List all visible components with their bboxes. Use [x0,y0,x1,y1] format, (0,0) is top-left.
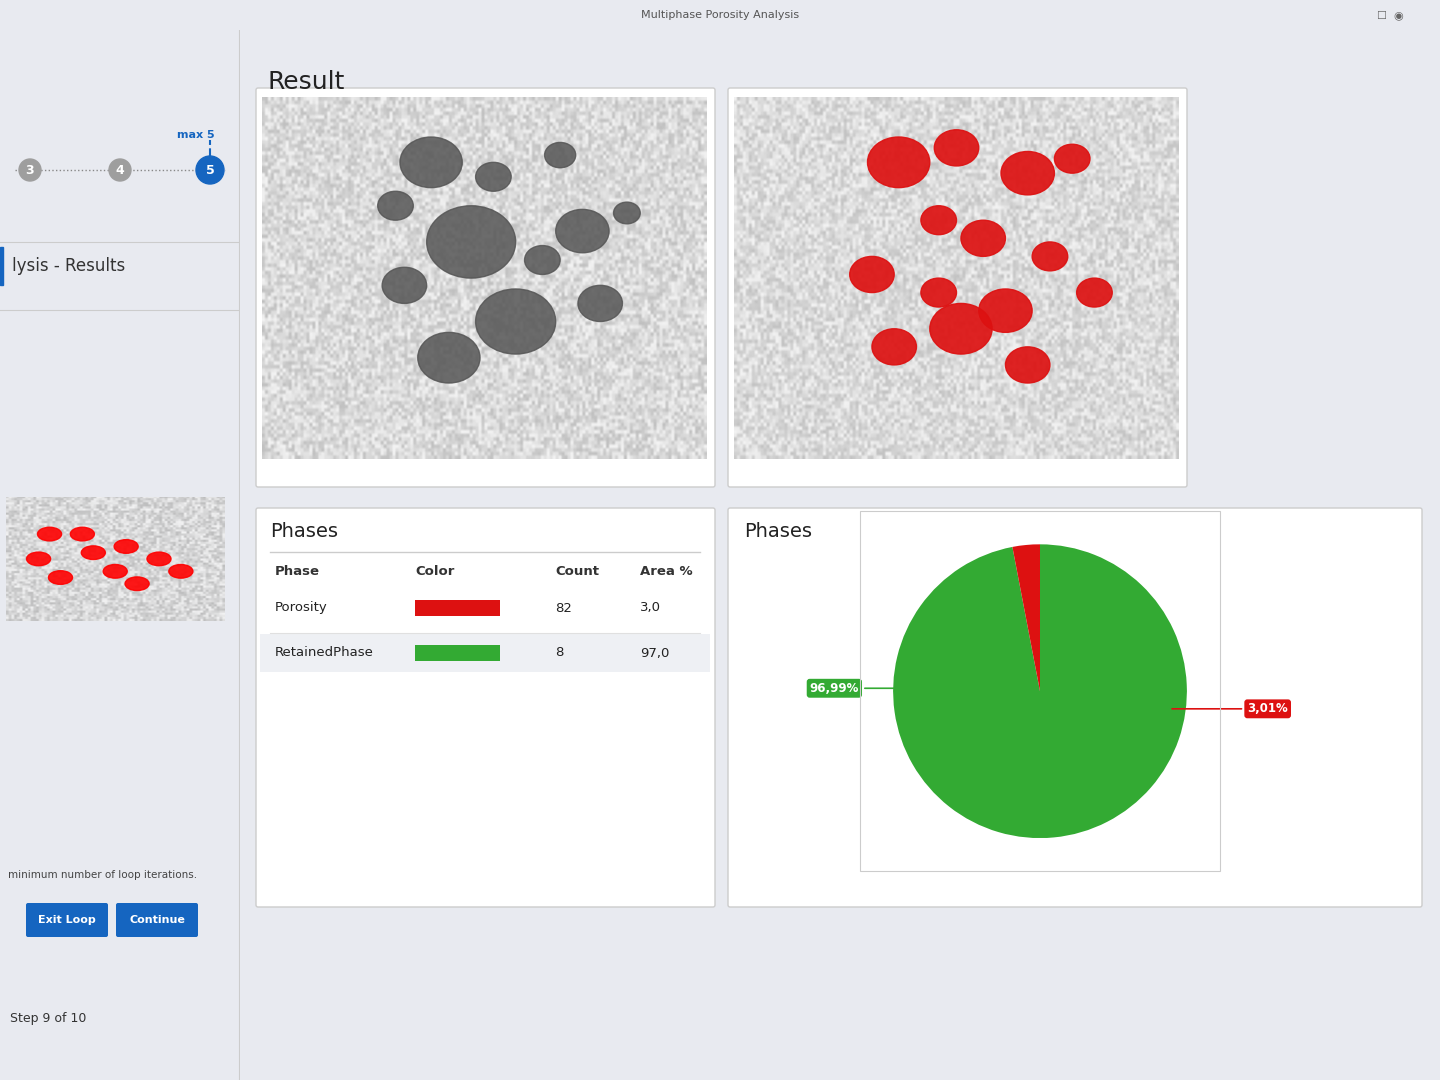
FancyBboxPatch shape [117,903,199,937]
Text: max 5: max 5 [177,130,215,140]
Text: Count: Count [554,565,599,578]
Circle shape [867,137,930,188]
Text: Analyzed Image: Analyzed Image [742,102,865,117]
Circle shape [577,285,622,322]
Text: Phase: Phase [275,565,320,578]
Text: lysis - Results: lysis - Results [12,257,125,275]
Text: 09.04.2018 12:57:32: 09.04.2018 12:57:32 [742,120,858,130]
Circle shape [979,289,1032,333]
FancyBboxPatch shape [729,87,1187,487]
Circle shape [524,245,560,274]
Circle shape [37,527,62,541]
Circle shape [81,545,105,559]
Wedge shape [893,544,1187,838]
Circle shape [1032,242,1067,271]
Circle shape [168,565,193,578]
Circle shape [125,577,150,591]
FancyBboxPatch shape [256,508,716,907]
Circle shape [1001,151,1054,194]
Text: 97,0: 97,0 [639,647,670,660]
Circle shape [922,205,956,234]
Text: 3,01%: 3,01% [1172,702,1287,715]
Circle shape [26,552,50,566]
Text: 5: 5 [206,163,215,176]
Bar [261,634,710,672]
Circle shape [114,540,138,553]
Circle shape [377,191,413,220]
Circle shape [196,156,225,184]
Circle shape [400,137,462,188]
Circle shape [109,159,131,181]
Text: Color: Color [415,565,455,578]
Text: 96,99%: 96,99% [809,681,994,694]
Bar [860,511,1220,872]
Text: ☐  ◉: ☐ ◉ [1377,10,1404,21]
Wedge shape [1012,544,1040,691]
Circle shape [147,552,171,566]
Text: 09.04.2018 12:57:32: 09.04.2018 12:57:32 [271,120,387,130]
Circle shape [426,206,516,278]
Text: minimum number of loop iterations.: minimum number of loop iterations. [9,870,197,880]
Text: 3: 3 [26,163,35,176]
Circle shape [382,267,426,303]
Circle shape [960,220,1005,256]
Circle shape [418,333,480,383]
Circle shape [104,565,127,578]
Circle shape [930,303,992,354]
Text: Exit Loop: Exit Loop [37,915,96,924]
Text: Step 9 of 10: Step 9 of 10 [10,1012,86,1025]
Text: 3,0: 3,0 [639,602,661,615]
Circle shape [556,210,609,253]
FancyBboxPatch shape [256,87,716,487]
Text: Result: Result [268,70,346,94]
Circle shape [475,162,511,191]
Text: Multiphase Porosity Analysis: Multiphase Porosity Analysis [641,10,799,21]
Text: Continue: Continue [130,915,184,924]
Circle shape [850,256,894,293]
Circle shape [922,278,956,307]
Circle shape [475,289,556,354]
Text: RetainedPhase: RetainedPhase [275,647,374,660]
Text: Phases: Phases [744,522,812,541]
Text: 8: 8 [554,647,563,660]
Circle shape [71,527,95,541]
Text: Porosity: Porosity [275,602,328,615]
Circle shape [613,202,641,224]
Circle shape [1005,347,1050,383]
Circle shape [19,159,40,181]
Circle shape [1054,145,1090,173]
Text: Original Image: Original Image [271,102,383,117]
Circle shape [1077,278,1112,307]
Circle shape [49,570,72,584]
Text: 82: 82 [554,602,572,615]
FancyBboxPatch shape [26,903,108,937]
Text: Phases: Phases [271,522,338,541]
Circle shape [873,328,916,365]
Bar [415,645,500,661]
Bar [0,247,3,285]
Circle shape [544,143,576,167]
FancyBboxPatch shape [729,508,1423,907]
Text: Area %: Area % [639,565,693,578]
Bar [415,600,500,616]
Text: 4: 4 [115,163,124,176]
Circle shape [935,130,979,166]
